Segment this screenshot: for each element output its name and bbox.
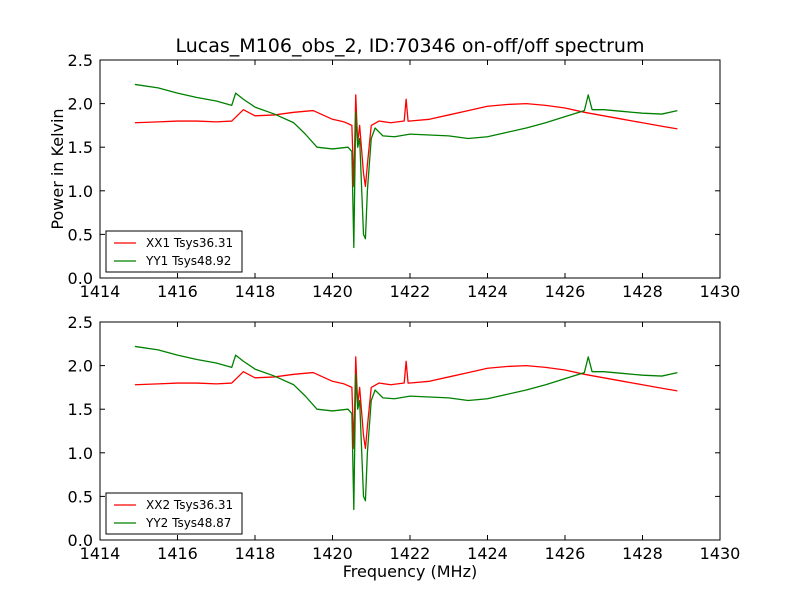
legend-box [105, 492, 243, 535]
x-tick-label: 1424 [467, 282, 508, 301]
y-tick-label: 0.5 [68, 225, 93, 244]
x-tick-label: 1424 [467, 544, 508, 563]
y-tick-label: 0.0 [68, 531, 93, 550]
top-plot-panel: 1414 1416 1418 1420 1422 1424 1426 1428 1430 0.0 0… [48, 51, 740, 301]
x-tick-label: 1416 [157, 544, 198, 563]
x-tick-label: 1430 [700, 544, 741, 563]
x-tick-label: 1416 [157, 282, 198, 301]
x-tick-label: 1418 [235, 544, 276, 563]
y-tick-label: 1.5 [68, 400, 93, 419]
series-line-1 [134, 94, 678, 188]
x-tick-label: 1414 [80, 544, 121, 563]
legend-label-1: XX2 Tsys36.31 [146, 498, 233, 512]
series-line-2 [134, 345, 678, 511]
x-tick-label: 1426 [545, 544, 586, 563]
y-tick-label: 2.0 [68, 357, 93, 376]
legend: XX2 Tsys36.31 YY2 Tsys48.87 [105, 492, 243, 535]
x-tick-label: 1414 [80, 282, 121, 301]
x-axis-label: Frequency (MHz) [343, 562, 477, 581]
legend-label-2: YY1 Tsys48.92 [145, 254, 231, 268]
y-tick-label: 0.5 [68, 487, 93, 506]
legend: XX1 Tsys36.31 YY1 Tsys48.92 [105, 230, 243, 273]
x-tick-label: 1428 [622, 544, 663, 563]
bottom-plot-panel: 1414 1416 1418 1420 1422 1424 1426 1428 1430 0.0 0… [68, 313, 741, 581]
y-tick-label: 2.5 [68, 51, 93, 70]
series-line-1 [134, 356, 678, 450]
x-tick-label: 1428 [622, 282, 663, 301]
x-tick-label: 1420 [312, 282, 353, 301]
x-tick-label: 1418 [235, 282, 276, 301]
y-tick-label: 1.0 [68, 182, 93, 201]
y-tick-label: 2.5 [68, 313, 93, 332]
y-tick-label: 2.0 [68, 95, 93, 114]
x-tick-label: 1430 [700, 282, 741, 301]
x-tick-label: 1426 [545, 282, 586, 301]
legend-label-1: XX1 Tsys36.31 [146, 236, 233, 250]
y-tick-label: 0.0 [68, 269, 93, 288]
series-line-2 [134, 83, 678, 249]
y-axis-label: Power in Kelvin [48, 108, 67, 229]
legend-label-2: YY2 Tsys48.87 [145, 516, 231, 530]
y-tick-label: 1.5 [68, 138, 93, 157]
x-tick-label: 1422 [390, 544, 431, 563]
figure-title: Lucas_M106_obs_2, ID:70346 on-off/off sp… [176, 35, 645, 57]
y-tick-label: 1.0 [68, 444, 93, 463]
x-tick-label: 1420 [312, 544, 353, 563]
x-tick-label: 1422 [390, 282, 431, 301]
legend-box [105, 230, 243, 273]
